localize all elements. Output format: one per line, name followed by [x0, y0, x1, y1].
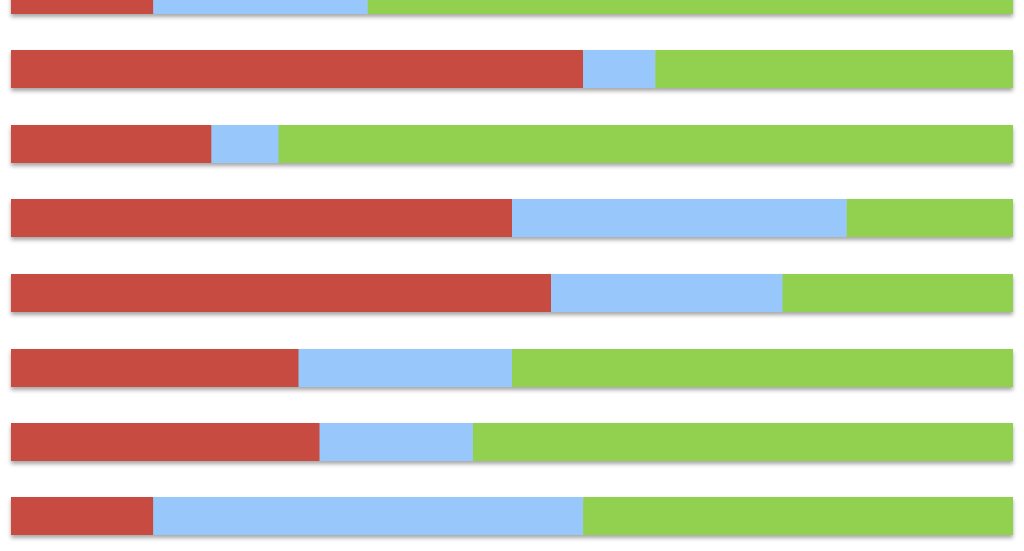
bar-segment-row-6-series-3 [512, 349, 1013, 387]
bar-segment-row-5-series-1 [11, 274, 552, 312]
bar-segment-row-5-series-2 [551, 274, 783, 312]
bar-row-5 [11, 274, 1013, 312]
bar-row-8 [11, 497, 1013, 535]
bar-segment-row-7-series-2 [319, 423, 473, 461]
bar-segment-row-5-series-3 [782, 274, 1013, 312]
bar-segment-row-8-series-1 [11, 497, 154, 535]
bar-segment-row-4-series-3 [846, 199, 1013, 237]
bar-row-3 [11, 125, 1013, 163]
bar-segment-row-7-series-1 [11, 423, 320, 461]
bars-layer [11, 0, 1014, 535]
bar-row-6 [11, 349, 1013, 387]
bar-segment-row-3-series-2 [211, 125, 279, 163]
bar-segment-row-8-series-3 [583, 497, 1013, 535]
bar-row-7 [11, 423, 1013, 461]
bar-segment-row-7-series-3 [472, 423, 1013, 461]
bar-row-4 [11, 199, 1013, 237]
bar-segment-row-4-series-2 [512, 199, 847, 237]
bar-segment-row-3-series-1 [11, 125, 212, 163]
bar-segment-row-2-series-1 [11, 50, 584, 88]
bar-row-2 [11, 50, 1013, 88]
bar-segment-row-2-series-3 [655, 50, 1013, 88]
bar-segment-row-8-series-2 [153, 497, 584, 535]
bar-segment-row-6-series-2 [298, 349, 512, 387]
bar-segment-row-6-series-1 [11, 349, 299, 387]
bar-segment-row-1-series-3 [367, 0, 1014, 14]
bar-segment-row-4-series-1 [11, 199, 512, 237]
bar-segment-row-1-series-2 [153, 0, 368, 14]
bar-segment-row-1-series-1 [11, 0, 154, 14]
bar-segment-row-2-series-2 [583, 50, 656, 88]
bar-segment-row-3-series-3 [278, 125, 1013, 163]
bar-row-1 [11, 0, 1014, 14]
